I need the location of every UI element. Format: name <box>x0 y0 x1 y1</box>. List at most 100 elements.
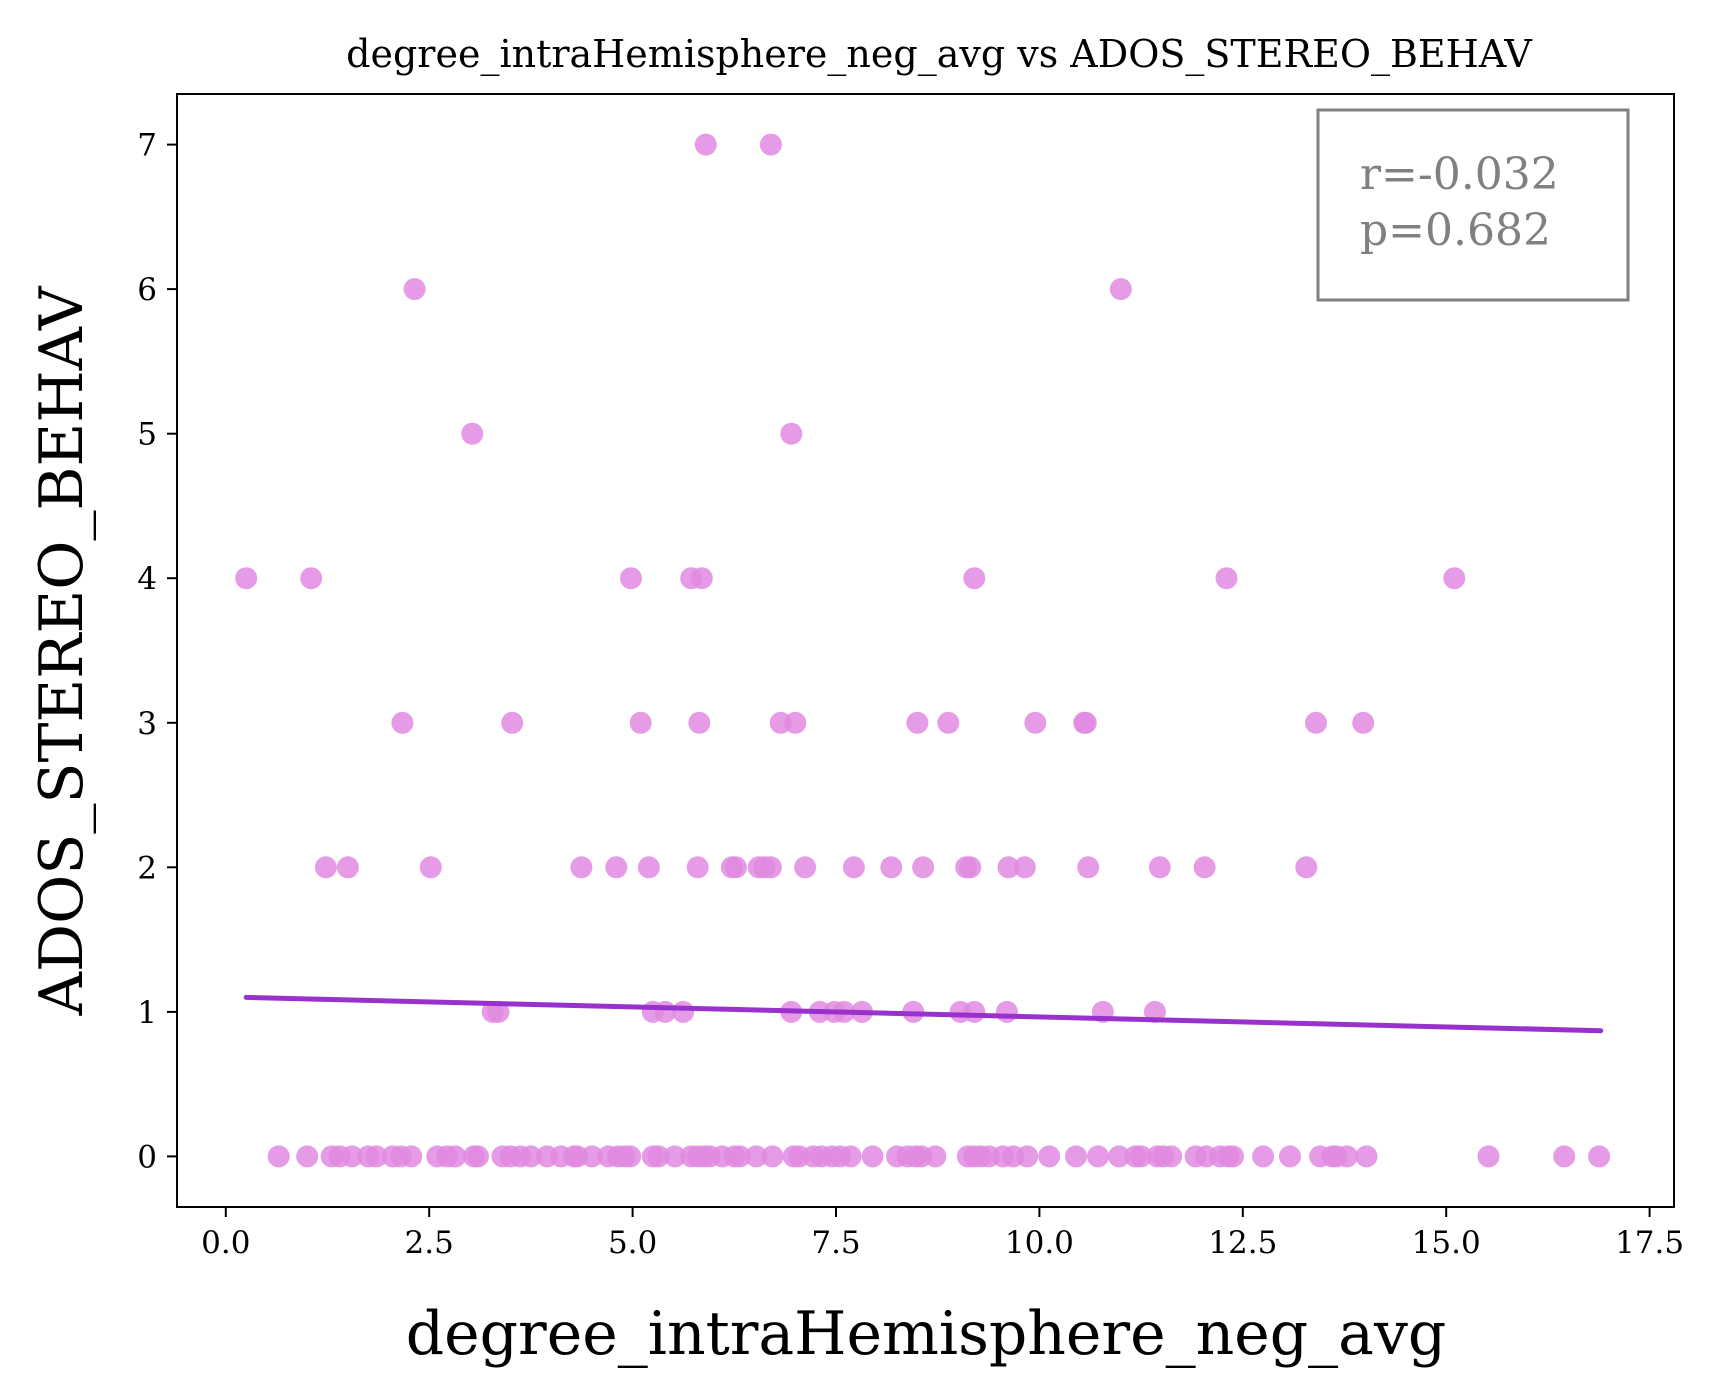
scatter-point <box>570 856 593 879</box>
scatter-point <box>629 711 652 734</box>
x-axis-ticks: 0.0 2.5 5.0 7.5 10.0 12.5 15.0 17.5 <box>201 1207 1684 1261</box>
scatter-point <box>1215 567 1238 590</box>
scatter-point <box>729 1145 751 1168</box>
scatter-point <box>963 567 986 590</box>
scatter-point <box>296 1145 319 1168</box>
y-tick-label: 5 <box>137 417 157 453</box>
scatter-point <box>963 1000 986 1023</box>
scatter-point <box>724 856 747 879</box>
scatter-point <box>784 711 807 734</box>
scatter-point <box>1222 1145 1244 1168</box>
scatter-point <box>300 567 323 590</box>
scatter-point <box>1148 856 1171 879</box>
scatter-point <box>1108 1145 1131 1168</box>
scatter-point <box>1193 856 1216 879</box>
scatter-point <box>794 856 817 879</box>
scatter-point <box>761 1145 784 1168</box>
scatter-point <box>1016 1145 1039 1168</box>
scatter-point <box>1065 1145 1087 1168</box>
scatter-point <box>314 856 337 879</box>
scatter-point <box>1160 1145 1183 1168</box>
scatter-point <box>839 1145 862 1168</box>
scatter-point <box>340 1145 363 1168</box>
scatter-point <box>1130 1145 1153 1168</box>
scatter-point <box>1295 856 1318 879</box>
stats-box-frame <box>1316 108 1630 302</box>
scatter-point <box>605 856 628 879</box>
scatter-point <box>400 1145 423 1168</box>
scatter-point <box>467 1145 489 1168</box>
scatter-point <box>501 711 524 734</box>
scatter-point <box>403 278 426 301</box>
scatter-point <box>1038 1145 1061 1168</box>
x-tick-label: 10.0 <box>1005 1225 1074 1261</box>
scatter-point <box>1024 711 1047 734</box>
scatter-point <box>997 856 1020 879</box>
scatter-point <box>1352 711 1375 734</box>
scatter-point <box>1335 1145 1358 1168</box>
scatter-point <box>686 856 709 879</box>
regression-line <box>243 994 1604 1034</box>
scatter-point <box>745 1145 768 1168</box>
x-tick-label: 15.0 <box>1412 1225 1481 1261</box>
y-tick-label: 2 <box>137 850 157 886</box>
stats-r-value: r=-0.032 <box>1360 149 1559 200</box>
plot-frame <box>176 93 1675 1208</box>
scatter-point <box>1087 1145 1109 1168</box>
regression-line-layer <box>243 994 1604 1034</box>
stats-p-value: p=0.682 <box>1360 205 1551 256</box>
scatter-point <box>647 1145 670 1168</box>
x-tick-label: 17.5 <box>1615 1225 1684 1261</box>
scatter-point <box>580 1145 603 1168</box>
y-tick-label: 1 <box>137 995 157 1031</box>
scatter-point <box>842 856 865 879</box>
scatter-point <box>267 1145 290 1168</box>
scatter-point <box>1553 1145 1576 1168</box>
stats-box: r=-0.032 p=0.682 <box>1316 108 1630 302</box>
scatter-point <box>1013 856 1036 879</box>
scatter-point <box>663 1145 686 1168</box>
y-axis-ticks: 0 1 2 3 4 5 6 7 <box>137 128 177 1175</box>
scatter-point <box>906 711 929 734</box>
scatter-point <box>336 856 359 879</box>
scatter-point <box>1109 278 1132 301</box>
scatter-point <box>1355 1145 1378 1168</box>
scatter-point <box>1252 1145 1275 1168</box>
scatter-point <box>880 856 903 879</box>
scatter-point <box>759 856 782 879</box>
y-tick-label: 3 <box>137 706 157 742</box>
scatter-point <box>759 133 782 156</box>
y-tick-label: 7 <box>137 128 157 164</box>
x-tick-label: 12.5 <box>1208 1225 1277 1261</box>
scatter-point <box>1074 711 1097 734</box>
scatter-point <box>1588 1145 1611 1168</box>
x-axis-label: degree_intraHemisphere_neg_avg <box>406 1299 1447 1369</box>
scatter-point <box>461 422 484 445</box>
scatter-point <box>1077 856 1100 879</box>
scatter-point <box>620 567 642 590</box>
scatter-point <box>780 422 803 445</box>
scatter-points <box>235 133 1611 1168</box>
x-tick-label: 7.5 <box>811 1225 860 1261</box>
scatter-point <box>365 1145 388 1168</box>
scatter-point <box>391 711 414 734</box>
chart-title: degree_intraHemisphere_neg_avg vs ADOS_S… <box>346 32 1532 77</box>
scatter-point <box>690 567 713 590</box>
scatter-point <box>937 711 960 734</box>
scatter-point <box>519 1145 542 1168</box>
scatter-point <box>694 133 717 156</box>
x-tick-label: 5.0 <box>608 1225 657 1261</box>
scatter-point <box>959 856 982 879</box>
y-tick-label: 0 <box>137 1139 157 1175</box>
y-tick-label: 4 <box>137 561 157 597</box>
scatter-point <box>1443 567 1466 590</box>
scatter-point <box>637 856 660 879</box>
scatter-point <box>235 567 258 590</box>
x-tick-label: 0.0 <box>201 1225 250 1261</box>
scatter-point <box>688 711 711 734</box>
scatter-point <box>672 1000 695 1023</box>
y-tick-label: 6 <box>137 272 157 308</box>
y-axis-label: ADOS_STEREO_BEHAV <box>27 285 97 1016</box>
scatter-point <box>912 856 935 879</box>
